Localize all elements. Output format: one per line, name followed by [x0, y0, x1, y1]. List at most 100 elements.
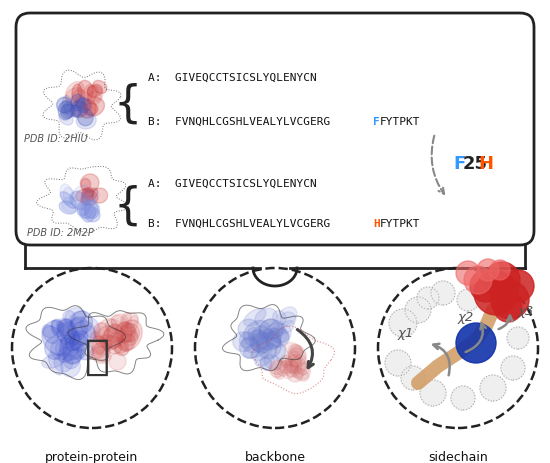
- Ellipse shape: [107, 336, 127, 353]
- Ellipse shape: [92, 347, 111, 364]
- Ellipse shape: [61, 324, 79, 345]
- Ellipse shape: [120, 327, 138, 342]
- Ellipse shape: [93, 81, 107, 94]
- Ellipse shape: [251, 348, 269, 361]
- Ellipse shape: [59, 344, 84, 361]
- Ellipse shape: [117, 322, 132, 344]
- Ellipse shape: [74, 99, 85, 112]
- Ellipse shape: [57, 98, 72, 113]
- Ellipse shape: [87, 92, 102, 105]
- Ellipse shape: [57, 320, 74, 336]
- Ellipse shape: [120, 324, 135, 337]
- Ellipse shape: [68, 317, 88, 341]
- Ellipse shape: [59, 201, 76, 215]
- Circle shape: [507, 327, 529, 349]
- Circle shape: [494, 294, 522, 322]
- Circle shape: [484, 263, 520, 298]
- Text: {: {: [114, 184, 142, 227]
- Ellipse shape: [85, 103, 98, 116]
- Ellipse shape: [58, 102, 73, 121]
- Ellipse shape: [78, 109, 93, 126]
- Circle shape: [405, 297, 431, 323]
- Ellipse shape: [277, 326, 291, 344]
- Text: χ2: χ2: [458, 310, 474, 323]
- Text: B:  FVNQHLCGSHLVEALYLVCGERG: B: FVNQHLCGSHLVEALYLVCGERG: [148, 117, 330, 127]
- Ellipse shape: [280, 321, 294, 334]
- Ellipse shape: [233, 332, 254, 352]
- Circle shape: [501, 356, 525, 380]
- Ellipse shape: [120, 313, 131, 326]
- Ellipse shape: [285, 360, 299, 373]
- Ellipse shape: [82, 191, 95, 206]
- Ellipse shape: [285, 343, 301, 356]
- Ellipse shape: [270, 328, 289, 343]
- Ellipse shape: [285, 346, 302, 366]
- Ellipse shape: [248, 328, 265, 341]
- Ellipse shape: [100, 335, 122, 354]
- Ellipse shape: [291, 355, 307, 374]
- Ellipse shape: [122, 331, 138, 346]
- Ellipse shape: [271, 368, 282, 378]
- Ellipse shape: [244, 321, 271, 347]
- Ellipse shape: [94, 323, 109, 341]
- Ellipse shape: [112, 314, 129, 331]
- Ellipse shape: [84, 85, 97, 103]
- Ellipse shape: [69, 311, 86, 324]
- Ellipse shape: [288, 351, 301, 368]
- Circle shape: [477, 259, 499, 282]
- Ellipse shape: [80, 316, 100, 338]
- Ellipse shape: [76, 99, 91, 113]
- Ellipse shape: [270, 361, 287, 377]
- Ellipse shape: [251, 326, 269, 345]
- Ellipse shape: [87, 85, 102, 98]
- Ellipse shape: [94, 336, 106, 354]
- Ellipse shape: [266, 332, 281, 349]
- Circle shape: [457, 289, 479, 311]
- Ellipse shape: [295, 363, 311, 380]
- Ellipse shape: [81, 204, 96, 223]
- Ellipse shape: [70, 319, 86, 337]
- Ellipse shape: [42, 326, 67, 356]
- Circle shape: [401, 366, 425, 390]
- Ellipse shape: [118, 320, 142, 350]
- Ellipse shape: [266, 328, 280, 350]
- Ellipse shape: [289, 357, 306, 378]
- Ellipse shape: [70, 192, 87, 210]
- Ellipse shape: [283, 365, 296, 379]
- Text: χ3: χ3: [518, 304, 534, 317]
- Text: H: H: [373, 219, 380, 229]
- Ellipse shape: [77, 200, 98, 219]
- Ellipse shape: [114, 345, 129, 356]
- Ellipse shape: [81, 189, 93, 200]
- Ellipse shape: [249, 331, 270, 354]
- Ellipse shape: [260, 355, 274, 370]
- Text: A:  GIVEQCCTSICSLYQLENYCN: A: GIVEQCCTSICSLYQLENYCN: [148, 73, 317, 83]
- Ellipse shape: [76, 344, 94, 360]
- Ellipse shape: [77, 203, 92, 219]
- Ellipse shape: [96, 319, 118, 343]
- Ellipse shape: [54, 354, 73, 372]
- Ellipse shape: [256, 337, 272, 354]
- Ellipse shape: [71, 95, 84, 109]
- Ellipse shape: [277, 307, 297, 325]
- Text: 🔗: 🔗: [85, 335, 109, 377]
- Ellipse shape: [74, 325, 96, 346]
- Ellipse shape: [82, 196, 95, 206]
- Ellipse shape: [271, 321, 285, 337]
- Ellipse shape: [76, 113, 96, 130]
- Circle shape: [464, 266, 492, 294]
- Text: H: H: [478, 155, 493, 173]
- Ellipse shape: [73, 101, 85, 117]
- Ellipse shape: [76, 190, 94, 203]
- Ellipse shape: [72, 186, 89, 201]
- Text: PDB ID: 2HIU: PDB ID: 2HIU: [24, 134, 88, 144]
- Ellipse shape: [58, 342, 78, 363]
- Ellipse shape: [287, 366, 303, 382]
- Circle shape: [490, 260, 510, 281]
- Ellipse shape: [293, 368, 309, 382]
- Ellipse shape: [253, 330, 273, 350]
- Text: sidechain
conformation: sidechain conformation: [416, 450, 499, 463]
- Ellipse shape: [56, 338, 75, 357]
- Ellipse shape: [274, 360, 288, 380]
- Ellipse shape: [290, 345, 306, 360]
